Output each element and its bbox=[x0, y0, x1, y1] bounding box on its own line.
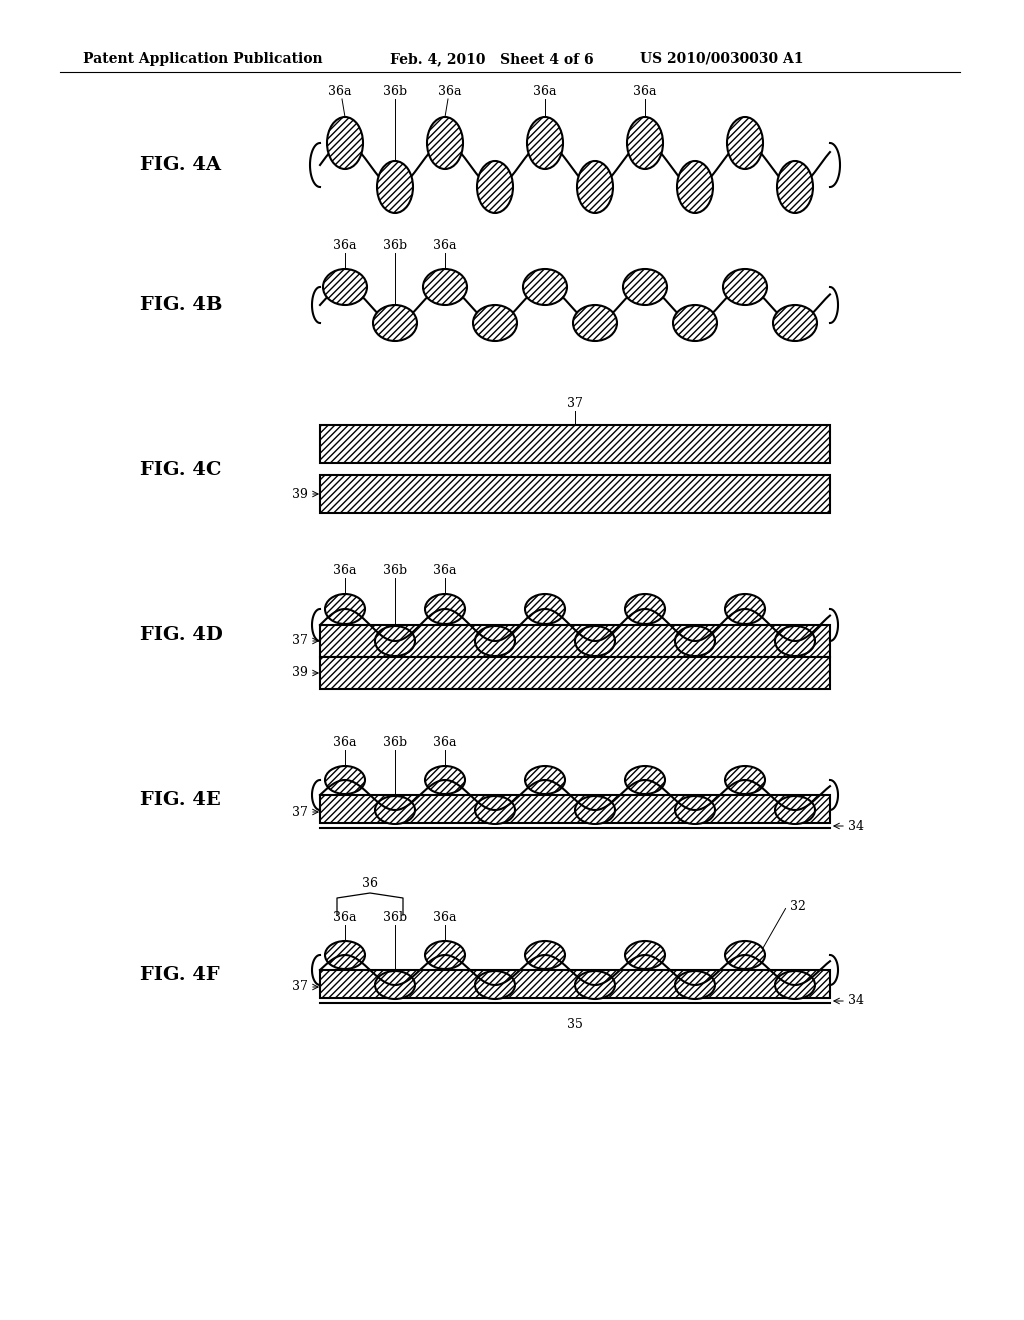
Text: 37: 37 bbox=[292, 981, 308, 994]
Text: 34: 34 bbox=[848, 820, 864, 833]
Ellipse shape bbox=[475, 972, 515, 999]
Text: 39: 39 bbox=[292, 667, 308, 680]
Text: 34: 34 bbox=[848, 994, 864, 1007]
Text: 36a: 36a bbox=[633, 84, 656, 98]
Text: 36a: 36a bbox=[438, 84, 462, 98]
Text: 36a: 36a bbox=[433, 737, 457, 748]
Ellipse shape bbox=[475, 626, 515, 656]
Ellipse shape bbox=[623, 269, 667, 305]
Text: 37: 37 bbox=[292, 805, 308, 818]
Bar bbox=[319, 657, 830, 689]
Ellipse shape bbox=[523, 269, 567, 305]
Text: 36a: 36a bbox=[333, 239, 356, 252]
Ellipse shape bbox=[375, 796, 415, 824]
Text: 36a: 36a bbox=[333, 737, 356, 748]
Bar bbox=[319, 475, 830, 513]
Ellipse shape bbox=[473, 305, 517, 341]
Ellipse shape bbox=[677, 161, 713, 213]
Ellipse shape bbox=[427, 117, 463, 169]
Text: 32: 32 bbox=[790, 899, 806, 912]
Ellipse shape bbox=[675, 626, 715, 656]
Text: US 2010/0030030 A1: US 2010/0030030 A1 bbox=[640, 51, 804, 66]
Text: FIG. 4C: FIG. 4C bbox=[140, 461, 221, 479]
Ellipse shape bbox=[773, 305, 817, 341]
Ellipse shape bbox=[375, 626, 415, 656]
Ellipse shape bbox=[477, 161, 513, 213]
Text: 36: 36 bbox=[362, 876, 378, 890]
Ellipse shape bbox=[775, 972, 815, 999]
Ellipse shape bbox=[525, 594, 565, 624]
Ellipse shape bbox=[325, 594, 365, 624]
Text: 36a: 36a bbox=[433, 564, 457, 577]
Ellipse shape bbox=[575, 626, 615, 656]
Ellipse shape bbox=[775, 796, 815, 824]
Text: 36b: 36b bbox=[383, 84, 408, 98]
Text: 37: 37 bbox=[567, 397, 583, 411]
Bar bbox=[319, 624, 830, 657]
Ellipse shape bbox=[423, 269, 467, 305]
Ellipse shape bbox=[325, 941, 365, 969]
Ellipse shape bbox=[723, 269, 767, 305]
Ellipse shape bbox=[725, 594, 765, 624]
Ellipse shape bbox=[775, 626, 815, 656]
Text: 36b: 36b bbox=[383, 737, 408, 748]
Text: 39: 39 bbox=[292, 487, 308, 500]
Ellipse shape bbox=[525, 766, 565, 795]
Ellipse shape bbox=[625, 594, 665, 624]
Text: Feb. 4, 2010   Sheet 4 of 6: Feb. 4, 2010 Sheet 4 of 6 bbox=[390, 51, 594, 66]
Ellipse shape bbox=[425, 941, 465, 969]
Ellipse shape bbox=[575, 796, 615, 824]
Bar bbox=[319, 425, 830, 463]
Text: FIG. 4A: FIG. 4A bbox=[140, 156, 221, 174]
Text: Patent Application Publication: Patent Application Publication bbox=[83, 51, 323, 66]
Ellipse shape bbox=[625, 941, 665, 969]
Text: 36b: 36b bbox=[383, 564, 408, 577]
Ellipse shape bbox=[573, 305, 617, 341]
Text: 35: 35 bbox=[567, 1018, 583, 1031]
Ellipse shape bbox=[525, 941, 565, 969]
Ellipse shape bbox=[675, 972, 715, 999]
Bar bbox=[319, 970, 830, 998]
Ellipse shape bbox=[575, 972, 615, 999]
Ellipse shape bbox=[375, 972, 415, 999]
Text: 36a: 36a bbox=[534, 84, 557, 98]
Ellipse shape bbox=[425, 594, 465, 624]
Ellipse shape bbox=[425, 766, 465, 795]
Text: FIG. 4D: FIG. 4D bbox=[140, 626, 223, 644]
Ellipse shape bbox=[323, 269, 367, 305]
Text: 36a: 36a bbox=[333, 911, 356, 924]
Ellipse shape bbox=[673, 305, 717, 341]
Text: 36a: 36a bbox=[433, 911, 457, 924]
Text: 36b: 36b bbox=[383, 911, 408, 924]
Ellipse shape bbox=[675, 796, 715, 824]
Ellipse shape bbox=[327, 117, 362, 169]
Ellipse shape bbox=[527, 117, 563, 169]
Text: 36a: 36a bbox=[433, 239, 457, 252]
Text: 36a: 36a bbox=[329, 84, 352, 98]
Ellipse shape bbox=[377, 161, 413, 213]
Ellipse shape bbox=[627, 117, 663, 169]
Ellipse shape bbox=[777, 161, 813, 213]
Ellipse shape bbox=[577, 161, 613, 213]
Text: FIG. 4B: FIG. 4B bbox=[140, 296, 222, 314]
Ellipse shape bbox=[725, 941, 765, 969]
Text: 36a: 36a bbox=[333, 564, 356, 577]
Ellipse shape bbox=[475, 796, 515, 824]
Text: 37: 37 bbox=[292, 635, 308, 648]
Ellipse shape bbox=[727, 117, 763, 169]
Text: 36b: 36b bbox=[383, 239, 408, 252]
Ellipse shape bbox=[373, 305, 417, 341]
Text: FIG. 4E: FIG. 4E bbox=[140, 791, 221, 809]
Ellipse shape bbox=[325, 766, 365, 795]
Bar bbox=[319, 795, 830, 822]
Ellipse shape bbox=[725, 766, 765, 795]
Text: FIG. 4F: FIG. 4F bbox=[140, 966, 219, 983]
Ellipse shape bbox=[625, 766, 665, 795]
